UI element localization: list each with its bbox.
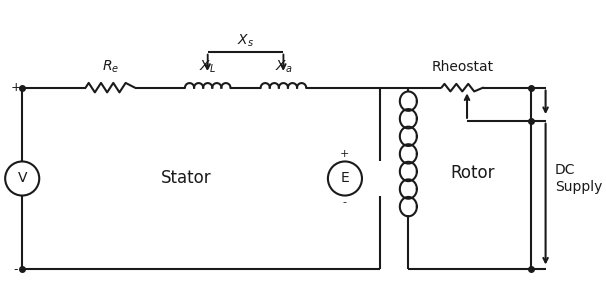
Text: +: + (10, 81, 21, 94)
Text: V: V (18, 171, 27, 185)
Text: $R_e$: $R_e$ (102, 59, 119, 75)
Text: $X_L$: $X_L$ (199, 59, 216, 75)
Text: $X_a$: $X_a$ (275, 59, 292, 75)
Text: +: + (340, 149, 350, 159)
Text: -: - (13, 263, 18, 276)
Text: Rheostat: Rheostat (431, 60, 493, 74)
Text: -: - (343, 197, 347, 207)
Text: DC
Supply: DC Supply (555, 163, 602, 194)
Text: $X_s$: $X_s$ (237, 33, 254, 49)
Text: E: E (341, 171, 349, 185)
Text: Rotor: Rotor (450, 164, 495, 182)
Text: Stator: Stator (161, 170, 211, 188)
